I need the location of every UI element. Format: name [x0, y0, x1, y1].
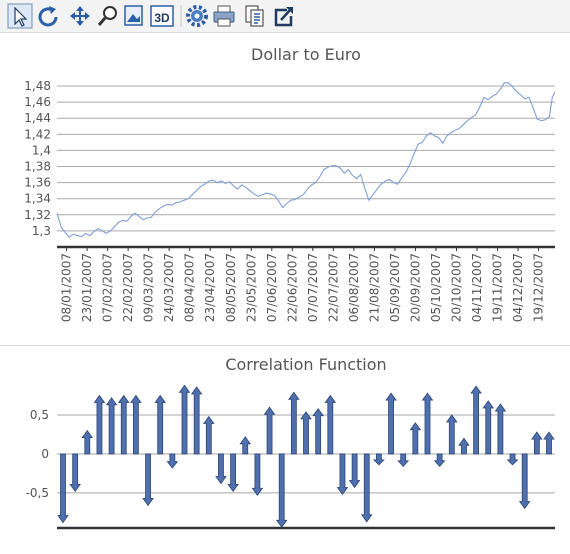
correlation-bar: [312, 408, 324, 455]
chart-title: Dollar to Euro: [251, 45, 361, 64]
y-tick-label: 1,34: [24, 192, 51, 206]
correlation-bar: [433, 453, 446, 468]
y-tick-label: 0: [41, 447, 49, 461]
y-tick-label: 0,5: [30, 408, 49, 422]
correlation-bar: [251, 453, 264, 496]
x-tick-label: 04/12/2007: [511, 253, 525, 322]
x-tick-label: 07/07/2007: [306, 253, 320, 322]
correlation-bar: [178, 384, 191, 455]
correlation-bar: [300, 411, 312, 455]
x-tick-label: 24/03/2007: [162, 253, 176, 322]
x-tick-label: 22/02/2007: [121, 253, 135, 322]
correlation-bar: [409, 422, 422, 455]
correlation-bar: [348, 453, 361, 489]
correlation-bar: [385, 392, 397, 455]
correlation-bar: [494, 403, 507, 455]
x-tick-label: 21/08/2007: [367, 253, 381, 322]
y-tick-label: 1,4: [32, 143, 51, 157]
x-tick-label: 04/11/2007: [470, 253, 484, 322]
correlation-bar: [93, 394, 106, 455]
rotate-icon[interactable]: [38, 6, 58, 27]
x-tick-label: 22/07/2007: [326, 253, 340, 322]
x-tick-label: 20/10/2007: [449, 253, 463, 322]
correlation-bar: [69, 453, 81, 493]
correlation-bar: [518, 453, 531, 510]
correlation-bar: [215, 453, 227, 485]
correlation-bar: [227, 453, 239, 493]
zoom-icon[interactable]: [97, 6, 117, 26]
correlation-bar: [105, 397, 118, 455]
correlation-bar: [190, 386, 203, 455]
x-tick-label: 08/05/2007: [224, 253, 238, 322]
toolbar-icons: 3D: [7, 3, 293, 29]
x-tick-label: 19/11/2007: [491, 253, 505, 322]
x-tick-label: 06/08/2007: [347, 253, 361, 322]
chart-toolbar: 3D: [0, 0, 570, 33]
export-icon[interactable]: [274, 7, 293, 27]
y-tick-label: 1,3: [32, 224, 51, 238]
correlation-bar: [458, 437, 470, 455]
correlation-bar: [324, 394, 337, 455]
correlation-bar: [543, 431, 555, 455]
correlation-bar: [130, 394, 142, 455]
correlation-bar: [275, 453, 288, 528]
x-tick-label: 05/10/2007: [429, 253, 443, 322]
x-tick-label: 23/01/2007: [80, 253, 94, 322]
correlation-bar: [263, 406, 276, 455]
correlation-bar: [81, 429, 94, 455]
x-tick-label: 20/09/2007: [408, 253, 422, 322]
series-line: [56, 82, 556, 239]
x-tick-label: 23/05/2007: [244, 253, 258, 322]
correlation-bar: [446, 414, 458, 455]
dollar-euro-chart: Dollar to Euro 1,3 1,32 1,34 1,36 1,38 1,4 1,42…: [24, 45, 556, 322]
x-tick-label: 23/04/2007: [203, 253, 217, 322]
correlation-bar: [57, 453, 69, 524]
correlation-bar: [531, 431, 543, 455]
y-tick-label: 1,32: [24, 208, 51, 222]
correlation-bar: [360, 453, 373, 523]
x-tick-label: 09/03/2007: [142, 253, 156, 322]
y-tick-label: 1,48: [24, 79, 51, 93]
x-tick-label: 08/01/2007: [60, 253, 74, 322]
correlation-bar: [506, 453, 519, 466]
settings-gear-icon[interactable]: [186, 5, 208, 27]
3d-icon[interactable]: 3D: [150, 5, 174, 27]
correlation-chart: Correlation Function 0,5 0 -0,5: [26, 355, 555, 530]
chart-title: Correlation Function: [225, 355, 386, 374]
chart-divider: [0, 345, 570, 346]
y-tick-label: 1,44: [24, 111, 51, 125]
x-tick-label: 22/06/2007: [285, 253, 299, 322]
y-tick-label: 1,38: [24, 160, 51, 174]
correlation-bar: [336, 453, 349, 496]
image-editor-icon[interactable]: [124, 5, 143, 26]
pointer-icon[interactable]: [7, 3, 33, 29]
copy-icon[interactable]: [245, 5, 264, 27]
correlation-bar: [421, 392, 434, 455]
correlation-bar: [117, 394, 130, 455]
correlation-bar: [154, 394, 166, 455]
x-tick-label: 07/02/2007: [101, 253, 115, 322]
print-icon[interactable]: [213, 5, 235, 27]
correlation-bar: [482, 400, 495, 455]
x-tick-label: 19/12/2007: [532, 253, 546, 322]
correlation-bar: [203, 415, 215, 455]
x-tick-label: 07/06/2007: [265, 253, 279, 322]
correlation-bar: [397, 453, 410, 468]
y-tick-label: 1,46: [24, 95, 51, 109]
svg-text:3D: 3D: [154, 11, 170, 25]
y-tick-label: 1,42: [24, 127, 51, 141]
correlation-bar: [142, 453, 154, 507]
correlation-bar: [372, 453, 385, 466]
correlation-bar: [288, 391, 300, 455]
move-icon[interactable]: [70, 6, 90, 26]
x-tick-label: 05/09/2007: [388, 253, 402, 322]
y-tick-label: 1,36: [24, 176, 51, 190]
x-tick-label: 08/04/2007: [183, 253, 197, 322]
correlation-bar: [239, 436, 252, 455]
y-tick-label: -0,5: [26, 486, 49, 500]
correlation-bar: [166, 453, 179, 469]
correlation-bar: [470, 385, 482, 455]
